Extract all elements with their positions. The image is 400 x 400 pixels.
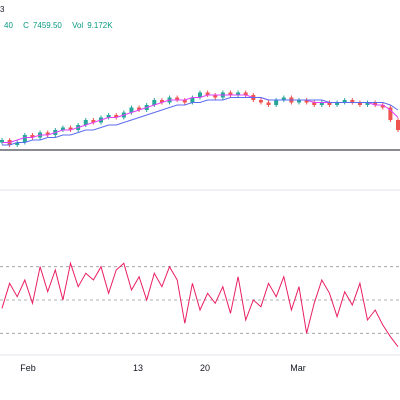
- candle-body: [129, 107, 134, 113]
- candle-body: [236, 92, 241, 95]
- candle-body: [243, 92, 248, 95]
- candle-body: [45, 132, 50, 135]
- candle-body: [114, 115, 119, 118]
- candle-body: [137, 107, 142, 110]
- candle-body: [335, 102, 340, 105]
- candle-body: [365, 102, 370, 105]
- candle-body: [350, 100, 355, 103]
- candle-body: [175, 97, 180, 100]
- symbol-title-fragment: 3: [0, 5, 5, 14]
- candle-body: [380, 105, 385, 108]
- x-tick-label: Feb: [20, 363, 36, 373]
- candle-body: [182, 100, 187, 103]
- candle-body: [15, 142, 20, 145]
- candle-body: [266, 102, 271, 105]
- rsi-bands: [0, 266, 400, 334]
- candle-body: [281, 97, 286, 100]
- candle-body: [205, 92, 210, 95]
- ohlc-value-close: C 7459.50: [23, 21, 62, 30]
- candle-body: [357, 102, 362, 105]
- ohlc-value-0: 40: [4, 21, 13, 30]
- candlestick-series: [0, 90, 400, 147]
- candle-body: [342, 100, 347, 103]
- candle-body: [22, 135, 27, 143]
- candle-body: [312, 102, 317, 105]
- x-tick-label: 20: [200, 363, 210, 373]
- ohlc-readout: 40 C 7459.50 Vol 9.172K: [0, 21, 121, 30]
- candle-body: [60, 127, 65, 130]
- candle-body: [228, 92, 233, 95]
- candle-body: [304, 100, 309, 103]
- x-tick-label: Mar: [290, 363, 306, 373]
- candle-body: [190, 97, 195, 103]
- candle-body: [258, 100, 263, 103]
- candle-body: [68, 127, 73, 130]
- candle-body: [106, 115, 111, 118]
- candle-body: [30, 135, 35, 138]
- candle-body: [327, 102, 332, 105]
- candle-body: [396, 120, 400, 130]
- chart-legend: 3 40 C 7459.50 Vol 9.172K: [0, 0, 400, 34]
- rsi-line: [1, 261, 399, 348]
- candle-body: [83, 120, 88, 125]
- candle-body: [319, 102, 324, 105]
- candle-body: [213, 95, 218, 98]
- candle-body: [297, 100, 301, 103]
- candle-body: [0, 140, 4, 143]
- x-axis-ticks: Feb 13 20 Mar: [20, 363, 306, 373]
- ma-slow-line: [2, 97, 399, 146]
- candle-body: [373, 102, 378, 105]
- candle-body: [159, 100, 164, 103]
- candle-body: [198, 92, 202, 98]
- candle-body: [152, 100, 157, 105]
- candle-body: [274, 100, 279, 105]
- candle-body: [388, 107, 393, 120]
- volume-readout: Vol 9.172K: [72, 21, 113, 30]
- x-tick-label: 13: [133, 363, 143, 373]
- candle-body: [91, 120, 96, 123]
